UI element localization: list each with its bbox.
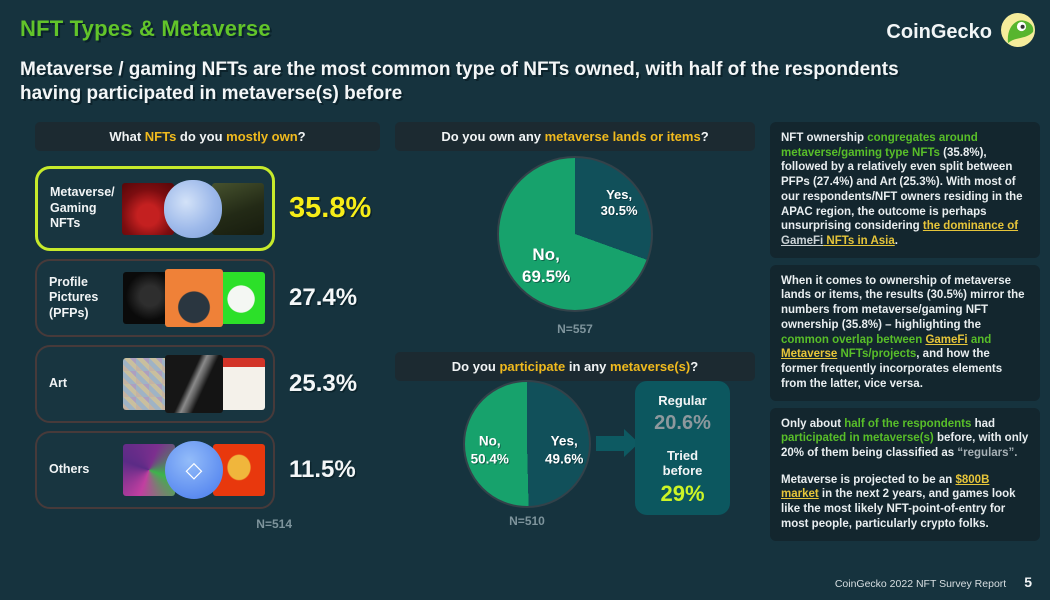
ens-diamond-icon: ◇	[185, 457, 203, 482]
row-label: Metaverse/ Gaming NFTs	[50, 185, 115, 231]
nft-thumbnails	[123, 355, 265, 413]
regular-label: Regular	[658, 393, 707, 408]
link-metaverse[interactable]: Metaverse	[781, 348, 838, 361]
question-own-lands: Do you own any metaverse lands or items?	[395, 122, 755, 151]
slide-subtitle: Metaverse / gaming NFTs are the most com…	[20, 59, 899, 104]
link-gamefi-dominance[interactable]: the dominance of	[922, 220, 1019, 233]
brand-name: CoinGecko	[886, 21, 992, 43]
question-own-nfts: What NFTs do you mostly own?	[35, 122, 380, 151]
row-others: Others ◇ 11.5%	[35, 431, 380, 509]
question-participate: Do you participate in any metaverse(s)?	[395, 352, 755, 381]
insight-panel-participation: Only about half of the respondents had p…	[770, 407, 1040, 541]
link-gamefi-dominance[interactable]: GameFi	[781, 235, 824, 248]
row-metaverse-gaming: Metaverse/ Gaming NFTs 35.8%	[35, 166, 380, 251]
nft-thumbnails	[123, 269, 265, 327]
link-gamefi[interactable]: GameFi	[925, 333, 968, 346]
insight-paragraph-participation: Only about half of the respondents had p…	[781, 417, 1029, 459]
link-gamefi-dominance[interactable]: NFTs in Asia	[823, 235, 895, 248]
insight-panel-ownership: NFT ownership congregates around metaver…	[770, 122, 1040, 258]
gecko-icon	[1000, 12, 1036, 53]
tried-before-label: Tried before	[662, 447, 703, 478]
participation-breakdown-box: Regular 20.6% Tried before 29%	[635, 381, 730, 515]
insight-panels: NFT ownership congregates around metaver…	[770, 122, 1040, 541]
percent-others: 11.5%	[289, 456, 356, 483]
page-number: 5	[1024, 574, 1032, 590]
pie-label-no: No, 69.5%	[522, 244, 571, 286]
row-label: Profile Pictures (PFPs)	[49, 274, 99, 320]
row-box-art: Art	[35, 345, 275, 423]
link-800b-market[interactable]: $800B market	[781, 473, 990, 501]
pie-label-yes: Yes, 49.6%	[545, 433, 584, 467]
row-box-others: Others ◇	[35, 431, 275, 509]
metaverse-charts: Do you own any metaverse lands or items?…	[395, 122, 755, 592]
insight-paragraph-market: Metaverse is projected to be an $800B ma…	[781, 473, 1016, 530]
sample-size-participate: N=510	[509, 514, 545, 528]
insight-panel-lands-overlap: When it comes to ownership of metaverse …	[770, 264, 1040, 401]
row-label: Others	[49, 462, 90, 477]
nft-thumbnails: ◇	[123, 441, 265, 499]
sample-size-own-nfts: N=514	[256, 517, 292, 531]
regular-value: 20.6%	[654, 411, 711, 434]
coingecko-logo: CoinGecko	[886, 12, 1036, 53]
row-box-pfps: Profile Pictures (PFPs)	[35, 259, 275, 337]
row-art: Art 25.3%	[35, 345, 380, 423]
axie-creature-nft-thumb	[164, 179, 222, 238]
arrow-right-icon	[596, 429, 639, 457]
report-title: CoinGecko 2022 NFT Survey Report	[834, 578, 1007, 590]
row-box-metaverse-gaming: Metaverse/ Gaming NFTs	[35, 166, 275, 251]
sample-size-own-lands: N=557	[557, 322, 593, 336]
pie-label-yes: Yes, 30.5%	[600, 186, 638, 219]
pie-label-no: No, 50.4%	[470, 433, 509, 467]
tried-before-value: 29%	[660, 480, 705, 506]
row-label: Art	[49, 376, 68, 391]
percent-art: 25.3%	[289, 370, 358, 397]
nft-type-rows: Metaverse/ Gaming NFTs 35.8% Profile Pic…	[35, 166, 380, 509]
pie-own-metaverse-lands: Yes, 30.5% No, 69.5%	[497, 156, 653, 312]
ens-domain-nft-thumb: ◇	[165, 441, 223, 499]
percent-metaverse-gaming: 35.8%	[289, 192, 372, 224]
page-title: NFT Types & Metaverse	[20, 16, 271, 41]
percent-pfps: 27.4%	[289, 284, 358, 311]
nft-types-chart: What NFTs do you mostly own? Metaverse/ …	[35, 122, 380, 531]
slide-footer: CoinGecko 2022 NFT Survey Report 5	[835, 574, 1032, 590]
sketch-art-nft-thumb	[165, 355, 223, 413]
pie-participate-metaverse: No, 50.4% Yes, 49.6%	[463, 380, 591, 508]
nft-thumbnails	[122, 179, 264, 238]
row-pfps: Profile Pictures (PFPs) 27.4%	[35, 259, 380, 337]
penguin-nft-thumb	[165, 269, 223, 327]
